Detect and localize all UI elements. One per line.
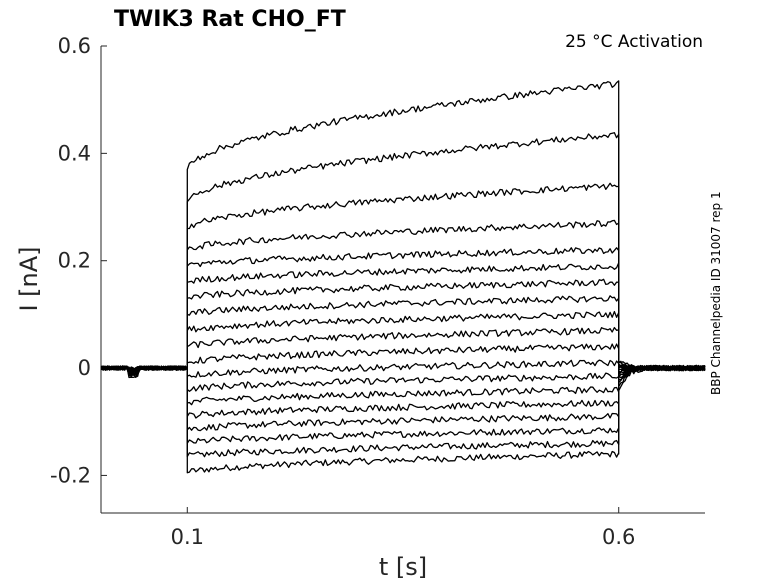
x-axis-label: t [s] [379,553,427,581]
current-trace [100,310,706,375]
temperature-annotation: 25 °C Activation [565,32,703,52]
x-tick-label: 0.6 [602,525,635,549]
current-trace [100,262,706,379]
side-label: BBP Channelpedia ID 31007 rep 1 [709,191,723,395]
current-trace [100,363,705,419]
y-tick-label: 0 [78,356,91,380]
y-ticks: 0.6 0.4 0.2 0 -0.2 [50,34,107,487]
current-trace [100,80,706,392]
y-tick-label: 0.2 [58,249,91,273]
x-tick-label: 0.1 [171,525,204,549]
current-trace [100,247,706,379]
y-axis-label: I [nA] [15,246,43,311]
current-trace [100,361,705,458]
current-traces [100,80,706,474]
y-tick-label: 0.4 [58,141,91,165]
current-trace [100,343,706,375]
current-trace [100,364,706,406]
current-trace [100,278,706,376]
x-ticks: 0.1 0.6 [171,507,635,549]
chart-title: TWIK3 Rat CHO_FT [114,7,346,32]
current-trace [100,132,706,388]
y-tick-label: -0.2 [50,463,91,487]
current-trace [100,363,706,432]
current-trace [100,219,706,381]
current-trace [100,360,706,474]
y-tick-label: 0.6 [58,34,91,58]
current-trace [100,295,706,375]
current-trace [100,182,706,384]
current-trace [100,360,706,444]
current-trace [100,364,706,392]
current-trace [100,326,706,374]
current-trace [100,359,706,378]
